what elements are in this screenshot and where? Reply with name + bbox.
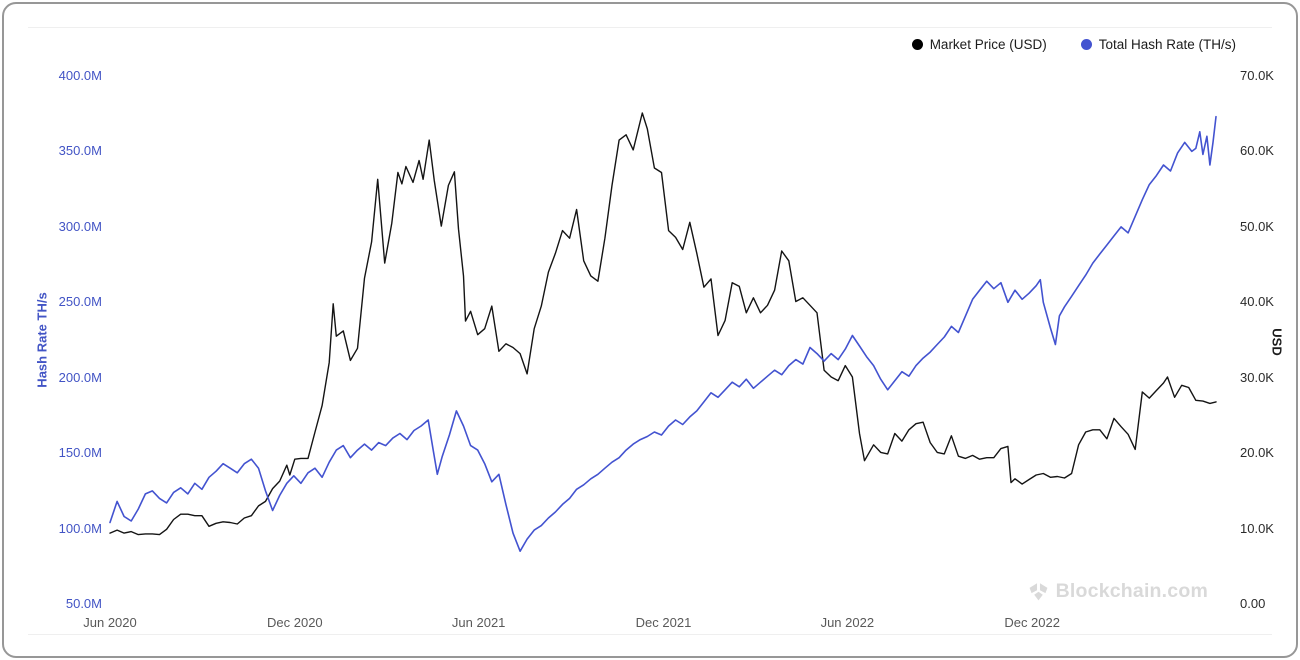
- right-axis-tick: 40.0K: [1240, 294, 1274, 310]
- watermark-link[interactable]: Blockchain.com: [1028, 580, 1208, 603]
- right-axis-tick: 70.0K: [1240, 68, 1274, 83]
- left-axis-tick: 250.0M: [58, 294, 102, 310]
- left-axis-tick: 100.0M: [58, 520, 102, 536]
- watermark-text: Blockchain.com: [1055, 580, 1208, 602]
- x-axis-tick: Dec 2020: [267, 615, 323, 630]
- legend: Market Price (USD) Total Hash Rate (TH/s…: [911, 37, 1236, 52]
- right-axis-tick: 50.0K: [1240, 218, 1274, 234]
- x-axis-tick: Jun 2022: [820, 615, 875, 630]
- right-axis-tick: 10.0K: [1240, 520, 1274, 536]
- x-axis-tick: Dec 2021: [635, 615, 692, 630]
- left-axis-tick: 300.0M: [58, 218, 102, 234]
- hash-rate-line: [109, 115, 1217, 553]
- left-axis-tick: 400.0M: [58, 68, 102, 83]
- legend-label-market-price: Market Price (USD): [929, 37, 1047, 52]
- left-axis-tick: 50.0M: [65, 596, 102, 611]
- legend-item-market-price: Market Price (USD): [911, 37, 1047, 52]
- hash-rate-dot-icon: [1080, 39, 1092, 50]
- x-axis-tick: Dec 2022: [1004, 615, 1060, 630]
- bottom-divider: [28, 634, 1272, 635]
- right-axis-tick: 60.0K: [1240, 143, 1274, 159]
- left-axis-tick: 200.0M: [58, 369, 102, 385]
- legend-item-hash-rate: Total Hash Rate (TH/s): [1080, 37, 1236, 52]
- left-axis-tick: 350.0M: [58, 143, 102, 159]
- x-axis-tick: Jun 2021: [451, 615, 506, 630]
- top-divider: [28, 27, 1272, 28]
- x-axis-tick: Jun 2020: [83, 615, 137, 630]
- legend-label-hash-rate: Total Hash Rate (TH/s): [1098, 37, 1236, 52]
- right-axis-tick: 0.00: [1240, 596, 1266, 611]
- blockchain-logo-icon: [1029, 583, 1048, 601]
- market-price-line: [109, 112, 1217, 536]
- right-axis-tick: 30.0K: [1240, 369, 1274, 385]
- right-axis-tick: 20.0K: [1240, 445, 1274, 461]
- market-price-dot-icon: [911, 39, 923, 50]
- left-axis-tick: 150.0M: [58, 445, 102, 461]
